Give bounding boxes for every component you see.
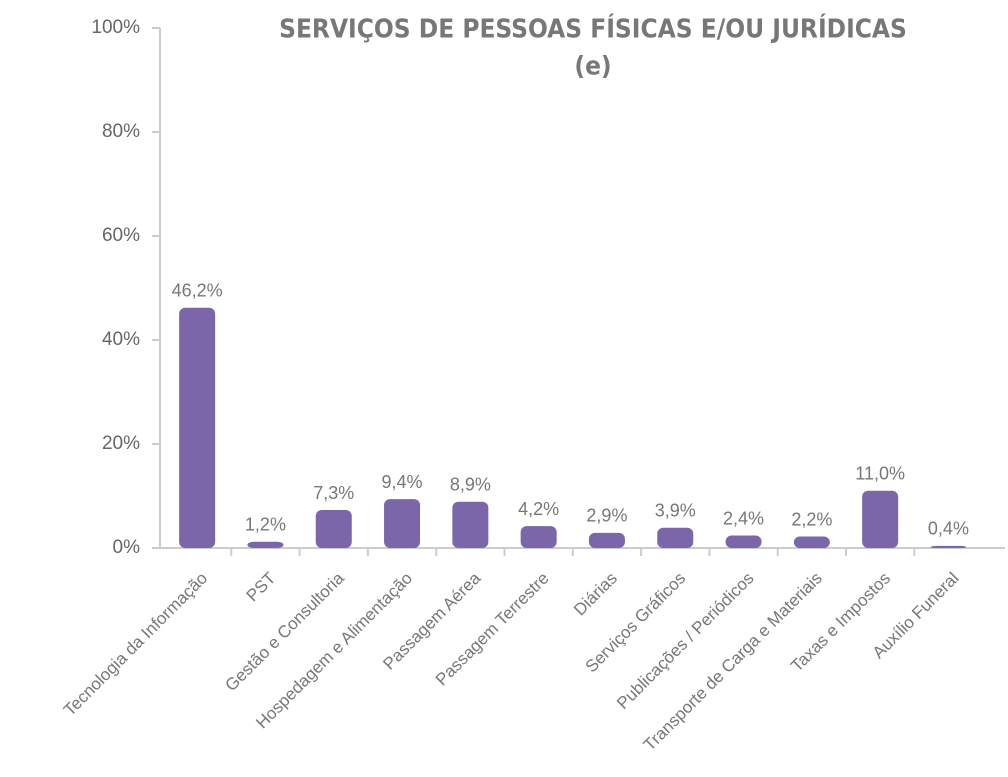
value-label: 1,2% xyxy=(245,515,286,535)
value-label: 2,9% xyxy=(586,506,627,526)
bar xyxy=(384,499,421,548)
bar xyxy=(247,541,284,548)
y-tick-label: 0% xyxy=(113,537,141,558)
bar xyxy=(315,510,352,548)
x-tick-label: Passagem Terrestre xyxy=(432,569,553,690)
y-tick-label: 60% xyxy=(102,225,140,246)
value-label: 7,3% xyxy=(313,483,354,503)
value-label: 3,9% xyxy=(655,500,696,520)
value-label: 11,0% xyxy=(855,464,905,484)
bar xyxy=(452,501,489,548)
value-label: 4,2% xyxy=(518,499,559,519)
value-label: 0,4% xyxy=(928,519,969,539)
x-tick-label: Diárias xyxy=(570,569,621,620)
bar xyxy=(793,536,830,548)
x-tick-label: Publicações / Periódicos xyxy=(613,569,757,713)
y-tick-label: 40% xyxy=(102,329,140,350)
value-label: 2,2% xyxy=(791,509,832,529)
bar xyxy=(930,545,967,548)
value-label: 8,9% xyxy=(450,474,491,494)
chart-title: SERVIÇOS DE PESSOAS FÍSICAS E/OU JURÍDIC… xyxy=(279,13,907,45)
bar xyxy=(657,527,694,548)
x-tick-label: Gestão e Consultoria xyxy=(221,568,348,695)
x-tick-label: PST xyxy=(243,569,280,606)
y-tick-label: 20% xyxy=(102,433,140,454)
chart-subtitle: (e) xyxy=(574,52,611,82)
bar xyxy=(862,490,899,548)
value-label: 9,4% xyxy=(382,472,423,492)
bar xyxy=(725,535,762,548)
bar xyxy=(520,526,557,548)
value-label: 2,4% xyxy=(723,508,764,528)
bar xyxy=(179,307,216,548)
y-tick-label: 100% xyxy=(91,17,140,38)
value-label: 46,2% xyxy=(172,281,223,301)
y-tick-label: 80% xyxy=(102,121,140,142)
x-tick-label: Tecnologia da Informação xyxy=(60,569,211,720)
bar xyxy=(588,532,625,548)
